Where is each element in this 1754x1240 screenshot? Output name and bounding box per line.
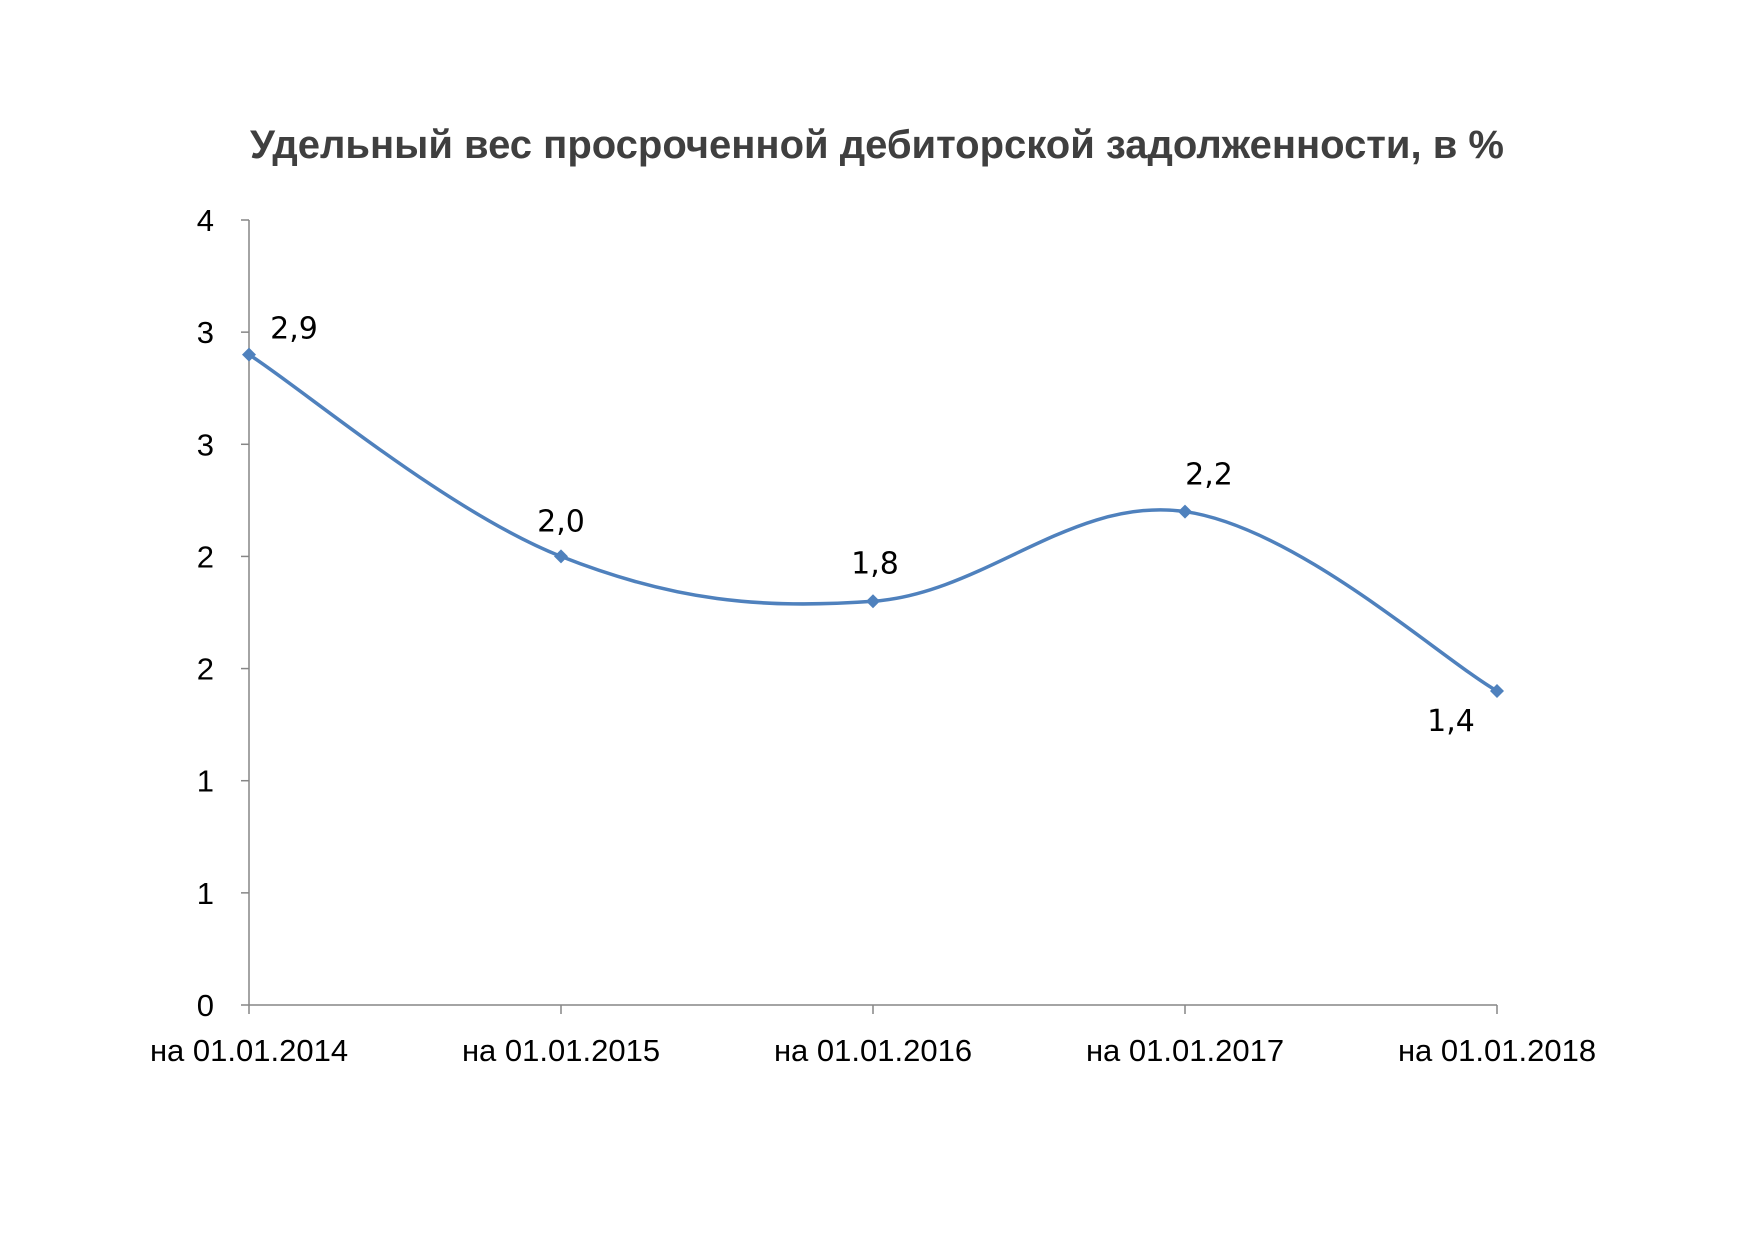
chart-title: Удельный вес просроченной дебиторской за… [250, 123, 1504, 167]
y-tick-label: 1 [197, 876, 214, 911]
axes [248, 220, 1497, 1006]
x-tick-label: на 01.01.2014 [150, 1033, 348, 1068]
data-point-marker [242, 347, 256, 362]
series-group [242, 347, 1504, 698]
data-label: 1,8 [851, 546, 899, 581]
data-point-marker [866, 594, 880, 609]
data-label: 2,9 [270, 312, 318, 347]
series-line [247, 352, 1499, 693]
y-tick-label: 3 [197, 315, 214, 350]
x-tick-label: на 01.01.2015 [462, 1033, 660, 1068]
y-tick-label: 2 [197, 539, 214, 574]
y-axis-ticks: 0 1 1 2 2 3 3 4 [197, 203, 249, 1023]
y-tick-label: 2 [197, 652, 214, 687]
x-tick-label: на 01.01.2017 [1086, 1033, 1284, 1068]
data-label: 1,4 [1427, 704, 1475, 739]
x-tick-label: на 01.01.2016 [774, 1033, 972, 1068]
x-tick-label: на 01.01.2018 [1398, 1033, 1596, 1068]
y-tick-label: 0 [197, 988, 214, 1023]
y-tick-label: 3 [197, 427, 214, 462]
data-point-marker [1178, 504, 1192, 519]
x-axis-ticks: на 01.01.2014 на 01.01.2015 на 01.01.2016 н… [150, 1005, 1596, 1068]
data-point-marker [1490, 684, 1504, 698]
data-label: 2,0 [537, 504, 585, 539]
data-point-marker [554, 549, 568, 564]
data-label: 2,2 [1185, 458, 1233, 493]
y-tick-label: 1 [197, 764, 214, 799]
y-tick-label: 4 [197, 203, 214, 238]
data-labels: 2,9 2,0 1,8 2,2 1,4 [270, 312, 1475, 739]
